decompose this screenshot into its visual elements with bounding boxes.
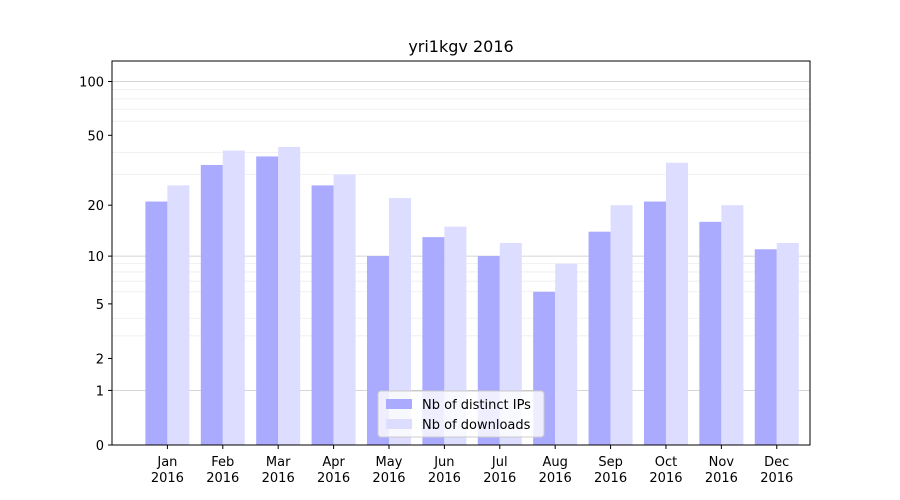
legend: Nb of distinct IPs Nb of downloads (377, 390, 545, 438)
y-tick-label: 2 (96, 352, 104, 367)
y-tick-label: 0 (96, 439, 104, 454)
legend-box (377, 390, 545, 438)
bar-distinct-ips (643, 201, 666, 445)
y-tick-label: 20 (87, 199, 104, 214)
bar-distinct-ips (200, 164, 223, 446)
bar-distinct-ips (588, 231, 611, 445)
legend-label: Nb of downloads (422, 418, 531, 433)
bar-downloads (610, 205, 633, 445)
bar-downloads (278, 146, 301, 445)
x-tick-label: Mar 2016 (262, 455, 295, 486)
bar-downloads (665, 162, 688, 445)
y-tick-label: 5 (96, 298, 104, 313)
x-tick-label: Oct 2016 (649, 455, 682, 486)
bar-distinct-ips (754, 249, 777, 445)
bar-distinct-ips (256, 156, 279, 446)
x-tick-label: Jun 2016 (428, 455, 461, 486)
x-tick-label: Jul 2016 (483, 455, 516, 486)
x-tick-label: Sep 2016 (594, 455, 627, 486)
bar-distinct-ips (311, 185, 334, 446)
bar-downloads (222, 150, 245, 445)
x-tick-label: Aug 2016 (539, 455, 572, 486)
y-tick-label: 10 (87, 250, 104, 265)
bar-downloads (555, 263, 578, 445)
bar-downloads (333, 174, 356, 445)
chart-title: yri1kgv 2016 (408, 37, 513, 56)
x-tick-label: Dec 2016 (760, 455, 793, 486)
x-tick-label: Jan 2016 (151, 455, 184, 486)
bar-downloads (776, 242, 799, 445)
y-tick-label: 1 (96, 384, 104, 399)
x-tick-label: Nov 2016 (705, 455, 738, 486)
axes: 0 1 2 5 10 20 50 100 Jan 2016 Feb 2016 Mar 2016 Apr 201… (79, 60, 811, 486)
plot-frame (111, 60, 811, 446)
bar-downloads (388, 198, 411, 445)
y-tick-label: 100 (79, 75, 104, 90)
bar-distinct-ips (145, 201, 168, 445)
legend-swatch (386, 419, 412, 429)
legend-swatch (386, 399, 412, 409)
x-tick-label: Apr 2016 (317, 455, 350, 486)
x-tick-label: Feb 2016 (206, 455, 239, 486)
legend-label: Nb of distinct IPs (422, 398, 531, 413)
bar-downloads (444, 226, 467, 445)
y-tick-label: 50 (87, 129, 104, 144)
bar-downloads (167, 185, 190, 446)
bar-downloads (721, 205, 744, 445)
bars (145, 146, 799, 446)
bar-distinct-ips (699, 221, 722, 445)
x-tick-label: May 2016 (372, 455, 405, 486)
